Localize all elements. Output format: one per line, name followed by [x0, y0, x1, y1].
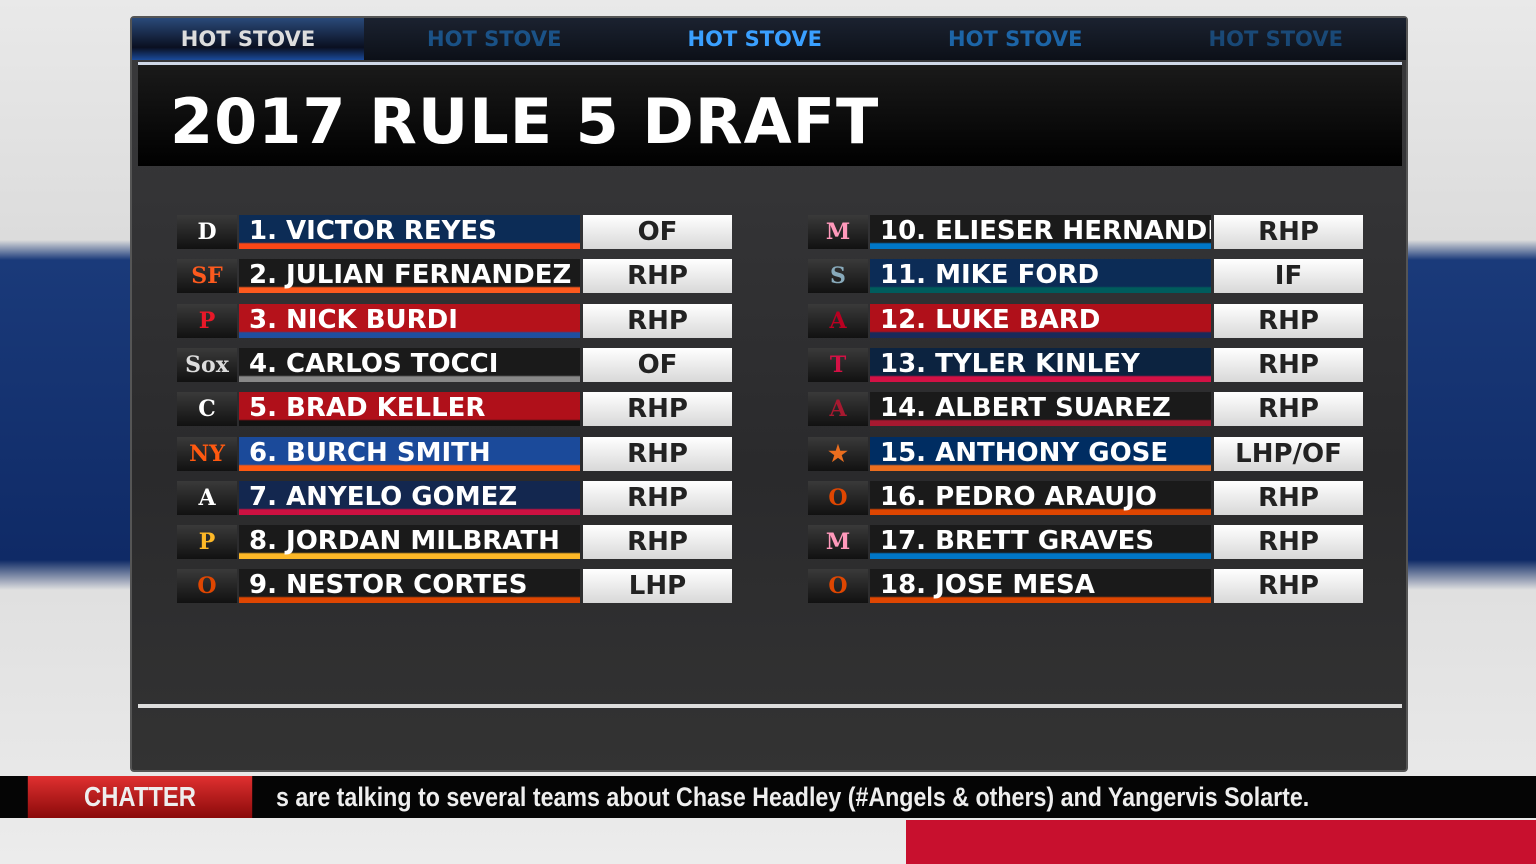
player-position: RHP: [1214, 525, 1363, 560]
tab-hot-stove-active: HOT STOVE: [132, 18, 364, 60]
draft-pick-row: S 11. MIKE FORD IF: [808, 259, 1363, 294]
team-logo-icon: P: [177, 303, 237, 338]
team-logo-icon: S: [808, 259, 868, 294]
draft-pick-row: P 3. NICK BURDI RHP: [177, 303, 732, 338]
player-name: 6. BURCH SMITH: [239, 436, 580, 471]
draft-pick-row: Sox 4. CARLOS TOCCI OF: [177, 347, 732, 382]
team-logo-icon: O: [808, 480, 868, 515]
player-name: 5. BRAD KELLER: [239, 392, 580, 427]
tab-hot-stove: HOT STOVE: [948, 27, 1083, 51]
background-red-band: [906, 820, 1536, 864]
player-position: RHP: [583, 525, 732, 560]
ticker-text: s are talking to several teams about Cha…: [276, 782, 1310, 812]
team-logo-icon: M: [808, 525, 868, 560]
team-logo-icon: M: [808, 215, 868, 249]
player-name: 2. JULIAN FERNANDEZ: [239, 259, 580, 294]
title-bar: 2017 RULE 5 DRAFT: [138, 62, 1402, 166]
team-logo-icon: ★: [808, 436, 868, 471]
player-name: 15. ANTHONY GOSE: [870, 436, 1211, 471]
player-position: LHP: [583, 569, 732, 604]
draft-pick-row: M 17. BRETT GRAVES RHP: [808, 525, 1363, 560]
draft-pick-row: M 10. ELIESER HERNANDEZ RHP: [808, 215, 1363, 249]
page-title: 2017 RULE 5 DRAFT: [170, 85, 880, 158]
player-position: RHP: [583, 303, 732, 338]
player-name: 12. LUKE BARD: [870, 303, 1211, 338]
player-position: IF: [1214, 259, 1363, 294]
tab-bar: HOT STOVE HOT STOVE HOT STOVE HOT STOVE …: [132, 18, 1406, 60]
draft-pick-row: O 9. NESTOR CORTES LHP: [177, 569, 732, 604]
player-position: RHP: [1214, 569, 1363, 604]
draft-pick-row: T 13. TYLER KINLEY RHP: [808, 347, 1363, 382]
team-logo-icon: A: [808, 392, 868, 427]
team-logo-icon: NY: [177, 436, 237, 471]
draft-pick-row: A 12. LUKE BARD RHP: [808, 303, 1363, 338]
team-logo-icon: O: [808, 569, 868, 604]
team-logo-icon: P: [177, 525, 237, 560]
team-logo-icon: O: [177, 569, 237, 604]
player-name: 13. TYLER KINLEY: [870, 347, 1211, 382]
draft-pick-row: A 14. ALBERT SUAREZ RHP: [808, 392, 1363, 427]
draft-pick-row: D 1. VICTOR REYES OF: [177, 215, 732, 249]
player-name: 4. CARLOS TOCCI: [239, 347, 580, 382]
player-name: 18. JOSE MESA: [870, 569, 1211, 604]
divider: [138, 704, 1402, 708]
player-position: RHP: [1214, 392, 1363, 427]
draft-pick-row: O 18. JOSE MESA RHP: [808, 569, 1363, 604]
draft-pick-row: O 16. PEDRO ARAUJO RHP: [808, 480, 1363, 515]
player-name: 3. NICK BURDI: [239, 303, 580, 338]
draft-pick-row: P 8. JORDAN MILBRATH RHP: [177, 525, 732, 560]
player-position: LHP/OF: [1214, 436, 1363, 471]
team-logo-icon: A: [808, 303, 868, 338]
player-name: 16. PEDRO ARAUJO: [870, 480, 1211, 515]
player-position: RHP: [1214, 303, 1363, 338]
player-position: RHP: [583, 480, 732, 515]
tab-hot-stove: HOT STOVE: [1208, 27, 1343, 51]
player-position: RHP: [1214, 215, 1363, 249]
team-logo-icon: A: [177, 480, 237, 515]
player-position: RHP: [1214, 480, 1363, 515]
player-name: 17. BRETT GRAVES: [870, 525, 1211, 560]
draft-pick-row: NY 6. BURCH SMITH RHP: [177, 436, 732, 471]
ticker-label: CHATTER: [27, 776, 253, 818]
draft-pick-row: C 5. BRAD KELLER RHP: [177, 392, 732, 427]
team-logo-icon: T: [808, 347, 868, 382]
player-name: 10. ELIESER HERNANDEZ: [870, 215, 1211, 249]
player-name: 7. ANYELO GOMEZ: [239, 480, 580, 515]
player-position: RHP: [583, 259, 732, 294]
player-position: RHP: [583, 436, 732, 471]
tab-hot-stove: HOT STOVE: [427, 27, 562, 51]
player-name: 11. MIKE FORD: [870, 259, 1211, 294]
player-name: 8. JORDAN MILBRATH: [239, 525, 580, 560]
draft-panel: HOT STOVE HOT STOVE HOT STOVE HOT STOVE …: [130, 16, 1408, 772]
draft-pick-row: SF 2. JULIAN FERNANDEZ RHP: [177, 259, 732, 294]
team-logo-icon: C: [177, 392, 237, 427]
player-position: OF: [583, 347, 732, 382]
team-logo-icon: SF: [177, 259, 237, 294]
news-ticker: CHATTER s are talking to several teams a…: [0, 776, 1536, 818]
draft-pick-row: ★ 15. ANTHONY GOSE LHP/OF: [808, 436, 1363, 471]
team-logo-icon: D: [177, 215, 237, 249]
player-name: 14. ALBERT SUAREZ: [870, 392, 1211, 427]
player-name: 9. NESTOR CORTES: [239, 569, 580, 604]
team-logo-icon: Sox: [177, 347, 237, 382]
tab-hot-stove: HOT STOVE: [687, 27, 822, 51]
player-name: 1. VICTOR REYES: [239, 215, 580, 249]
player-position: OF: [583, 215, 732, 249]
draft-pick-row: A 7. ANYELO GOMEZ RHP: [177, 480, 732, 515]
player-position: RHP: [1214, 347, 1363, 382]
player-position: RHP: [583, 392, 732, 427]
